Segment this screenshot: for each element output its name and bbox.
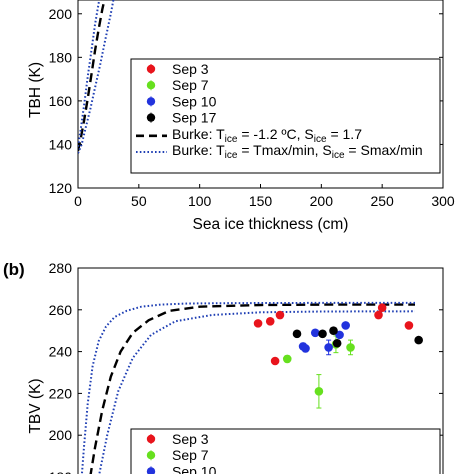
legend-label-part: = Smax/min bbox=[345, 142, 423, 158]
legend-label: Sep 10 bbox=[172, 463, 217, 474]
plot-area bbox=[80, 301, 423, 474]
y-tick-label: 120 bbox=[49, 180, 73, 196]
x-tick-label: 150 bbox=[249, 193, 273, 209]
x-tick-label: 300 bbox=[431, 193, 455, 209]
legend-label-part: = -1.2 ºC, S bbox=[237, 126, 313, 142]
legend-label-subscript: ice bbox=[225, 134, 238, 145]
legend-label-subscript: ice bbox=[332, 150, 345, 161]
y-tick-label: 200 bbox=[49, 6, 73, 22]
y-tick-label: 220 bbox=[49, 385, 73, 401]
data-point-sep-3 bbox=[265, 316, 275, 326]
burke-dotted-curve bbox=[98, 310, 416, 474]
legend-marker bbox=[146, 467, 156, 474]
y-tick-label: 140 bbox=[49, 136, 73, 152]
x-tick-label: 50 bbox=[131, 193, 147, 209]
y-tick-label: 180 bbox=[49, 49, 73, 65]
data-point-sep-10 bbox=[324, 343, 333, 352]
x-tick-label: 200 bbox=[310, 193, 334, 209]
data-point-sep-17 bbox=[329, 326, 338, 336]
data-point-sep-3 bbox=[270, 356, 280, 366]
burke-dashed-curve bbox=[89, 303, 415, 474]
data-point-sep-17 bbox=[292, 329, 302, 339]
data-point-sep-3 bbox=[374, 310, 383, 320]
x-axis-label: Sea ice thickness (cm) bbox=[193, 216, 349, 233]
legend-label-part: = Tmax/min, S bbox=[237, 142, 331, 158]
data-point-sep-7 bbox=[346, 343, 355, 352]
y-tick-label: 160 bbox=[49, 93, 73, 109]
data-point-sep-3 bbox=[404, 321, 414, 330]
y-axis-label: TBH (K) bbox=[27, 62, 44, 118]
data-point-sep-10 bbox=[310, 328, 320, 338]
legend-label-part: Burke: T bbox=[172, 142, 225, 158]
data-point-sep-3 bbox=[377, 303, 387, 313]
y-tick-label: 200 bbox=[49, 427, 73, 443]
data-point-sep-10 bbox=[301, 344, 310, 353]
legend-label: Sep 10 bbox=[172, 93, 217, 109]
legend-marker bbox=[146, 451, 156, 460]
data-point-sep-10 bbox=[341, 321, 350, 330]
burke-dotted-curve bbox=[78, 0, 115, 154]
legend-label: Burke: Tice = -1.2 ºC, Sice = 1.7 bbox=[172, 126, 362, 145]
data-point-sep-17 bbox=[332, 338, 342, 348]
chart-panel-1: 120 140 160 180 200 0 50 100 150 200 250 300 Sea ice… bbox=[27, 0, 455, 233]
legend-label-part: = 1.7 bbox=[327, 126, 363, 142]
legend-label-subscript: ice bbox=[225, 150, 238, 161]
data-point-sep-7 bbox=[314, 387, 324, 396]
legend-label-part: Burke: T bbox=[172, 126, 225, 142]
y-axis-label: TBV (K) bbox=[27, 378, 44, 433]
burke-dotted-curve bbox=[80, 301, 415, 474]
data-point-sep-17 bbox=[318, 329, 327, 339]
legend-label: Sep 7 bbox=[172, 77, 209, 93]
x-tick-label: 250 bbox=[370, 193, 394, 209]
legend-label: Sep 3 bbox=[172, 431, 209, 447]
legend-label-subscript: ice bbox=[314, 134, 327, 145]
legend-label: Sep 3 bbox=[172, 61, 209, 77]
legend-marker bbox=[146, 113, 156, 122]
data-point-sep-7 bbox=[282, 354, 292, 364]
y-tick-label: 260 bbox=[49, 302, 73, 318]
legend-box bbox=[130, 58, 441, 174]
data-point-sep-3 bbox=[275, 310, 285, 320]
axes-frame bbox=[77, 267, 444, 474]
legend-marker bbox=[146, 434, 156, 444]
legend-marker bbox=[146, 64, 156, 74]
legend-label: Sep 7 bbox=[172, 447, 209, 463]
x-tick-label: 100 bbox=[188, 193, 212, 209]
x-tick-label: 0 bbox=[74, 193, 82, 209]
legend-marker bbox=[146, 97, 156, 106]
burke-dotted-curve bbox=[78, 0, 101, 147]
y-tick-label: 240 bbox=[49, 344, 73, 360]
legend-marker bbox=[146, 81, 156, 90]
y-tick-label: 180 bbox=[49, 469, 73, 474]
data-point-sep-17 bbox=[414, 335, 423, 345]
plot-area bbox=[78, 0, 115, 154]
data-point-sep-3 bbox=[253, 319, 263, 328]
burke-dashed-curve bbox=[78, 0, 106, 152]
legend-label: Burke: Tice = Tmax/min, Sice = Smax/min bbox=[172, 142, 423, 161]
legend-box bbox=[130, 428, 441, 474]
y-tick-label: 280 bbox=[49, 260, 73, 276]
panel-label: (b) bbox=[3, 260, 25, 279]
legend-label: Sep 17 bbox=[172, 110, 217, 126]
data-point-sep-10 bbox=[335, 330, 344, 340]
